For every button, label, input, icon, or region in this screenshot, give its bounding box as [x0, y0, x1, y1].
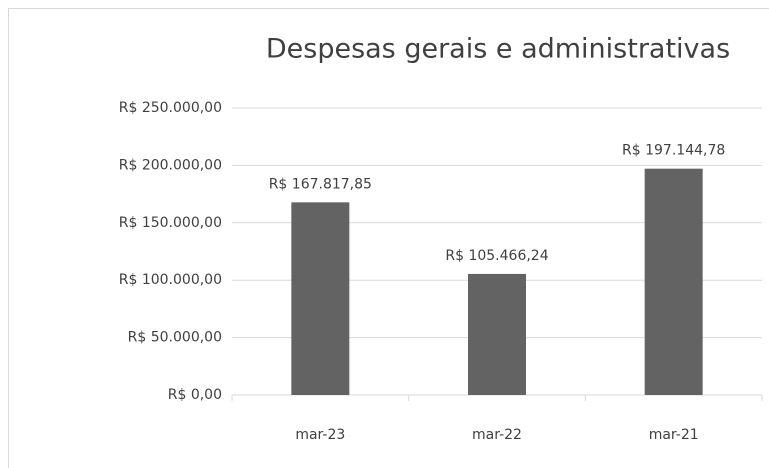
y-tick-label: R$ 250.000,00: [119, 100, 222, 116]
chart-border: [8, 8, 769, 468]
data-label: R$ 105.466,24: [445, 248, 548, 264]
x-tick-label: mar-22: [472, 427, 522, 443]
y-tick-label: R$ 50.000,00: [128, 330, 222, 346]
data-label: R$ 167.817,85: [269, 176, 372, 192]
chart-title: Despesas gerais e administrativas: [266, 34, 730, 65]
data-label: R$ 197.144,78: [622, 143, 725, 159]
bar: [291, 202, 350, 395]
bar: [644, 168, 703, 395]
x-tick-label: mar-23: [295, 427, 345, 443]
y-tick-label: R$ 0,00: [168, 387, 222, 403]
x-tick-label: mar-21: [649, 427, 699, 443]
y-tick-label: R$ 100.000,00: [119, 272, 222, 288]
bar: [468, 273, 526, 395]
y-tick-label: R$ 200.000,00: [119, 157, 222, 173]
y-tick-label: R$ 150.000,00: [119, 215, 222, 231]
